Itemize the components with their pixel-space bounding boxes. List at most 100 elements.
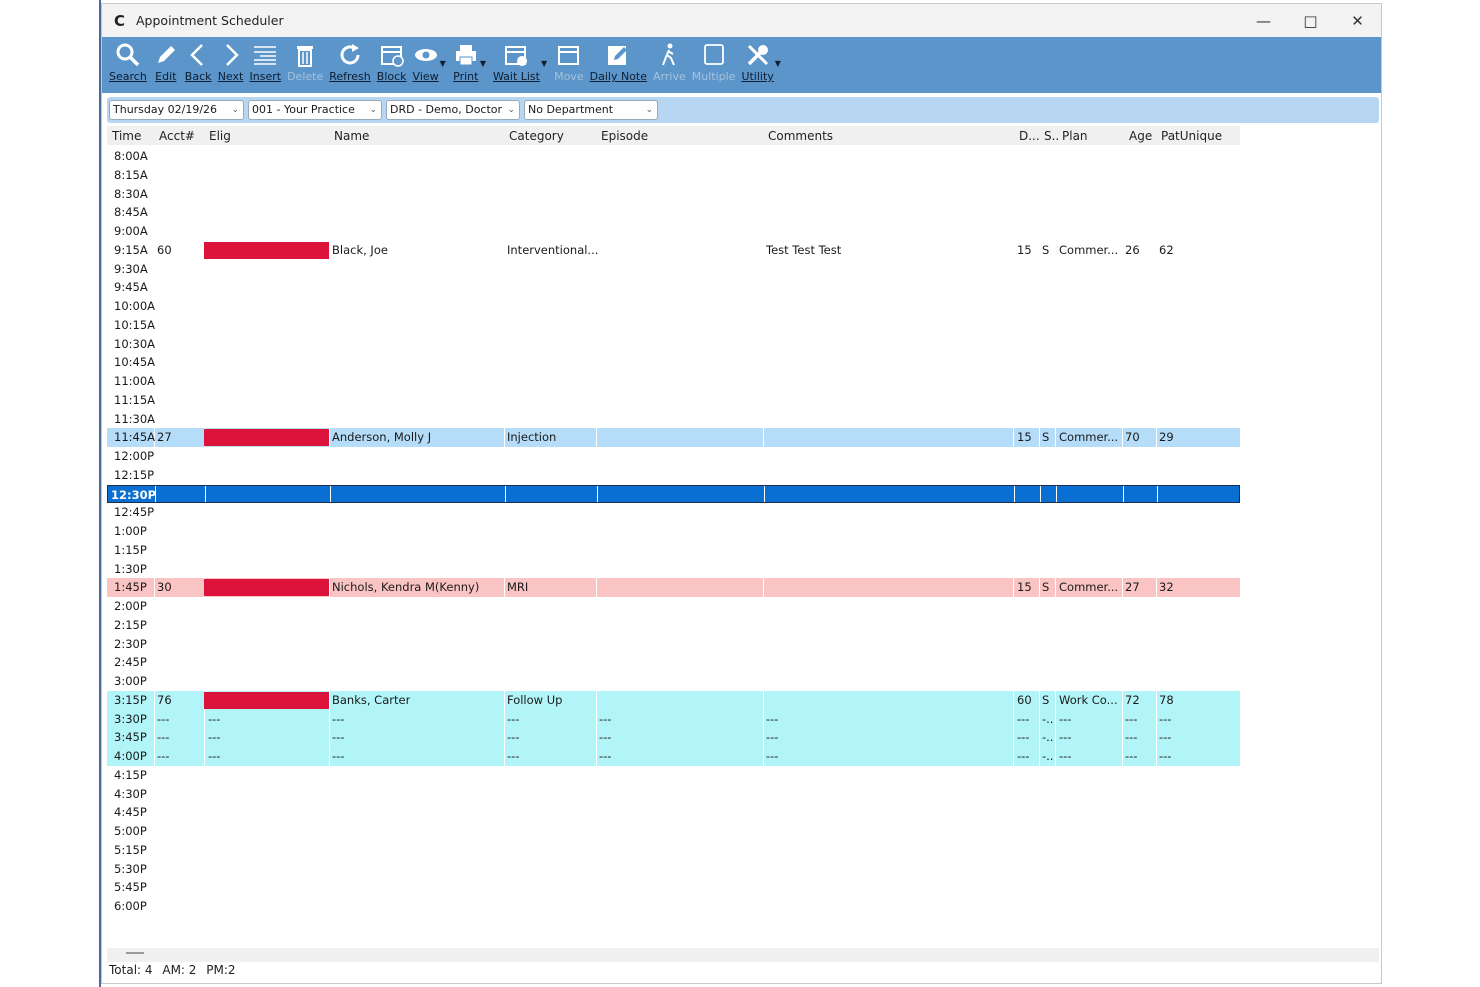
wait-list-dropdown-icon[interactable]: ▼ bbox=[540, 59, 548, 68]
time-slot-row[interactable]: 12:00P bbox=[107, 447, 1240, 466]
toolbar-block-button[interactable]: Block bbox=[374, 42, 410, 83]
time-slot-row[interactable]: 10:30A bbox=[107, 335, 1240, 354]
time-slot-row[interactable]: 1:30P bbox=[107, 560, 1240, 579]
department-select[interactable]: No Department ⌄ bbox=[524, 100, 658, 120]
time-slot-row[interactable]: 8:30A bbox=[107, 185, 1240, 204]
toolbar-utility-button[interactable]: Utility bbox=[738, 42, 776, 83]
time-slot-row[interactable]: 2:45P bbox=[107, 653, 1240, 672]
toolbar-daily-note-button[interactable]: Daily Note bbox=[587, 42, 650, 83]
toolbar-delete-button[interactable]: Delete bbox=[284, 42, 326, 83]
time-slot-row[interactable]: 9:15A 60 Black, Joe Interventional... Test T… bbox=[107, 241, 1240, 260]
time-slot-row[interactable]: 5:30P bbox=[107, 860, 1240, 879]
time-slot-row[interactable]: 4:15P bbox=[107, 766, 1240, 785]
cell-plan: Commer... bbox=[1059, 580, 1119, 595]
time-slot-row[interactable]: 11:45A 27 Anderson, Molly J Injection 15 S Com… bbox=[107, 428, 1240, 447]
time-slot-row[interactable]: 12:15P bbox=[107, 466, 1240, 485]
maximize-button[interactable]: □ bbox=[1303, 11, 1318, 30]
time-slot-row[interactable]: 4:45P bbox=[107, 803, 1240, 822]
column-divider bbox=[1123, 485, 1124, 503]
cell-acct: 76 bbox=[157, 692, 172, 707]
col-header-episode[interactable]: Episode bbox=[601, 129, 649, 143]
time-slot-row[interactable]: 4:00P --- --- --- --- --- --- --- -.. --- --- --- bbox=[107, 747, 1240, 766]
column-divider bbox=[1122, 709, 1123, 729]
cell-plan: --- bbox=[1059, 711, 1072, 726]
column-divider bbox=[1055, 728, 1056, 747]
col-header-acct[interactable]: Acct# bbox=[159, 129, 195, 143]
toolbar-next-button[interactable]: Next bbox=[215, 42, 247, 83]
toolbar-print-button[interactable]: Print bbox=[450, 42, 482, 83]
time-slot-row[interactable]: 6:00P bbox=[107, 897, 1240, 916]
toolbar-view-button[interactable]: View bbox=[410, 42, 442, 83]
time-slot-row[interactable]: 3:15P 76 Banks, Carter Follow Up 60 S Work Co.… bbox=[107, 690, 1240, 710]
time-slot-row[interactable]: 11:15A bbox=[107, 391, 1240, 410]
toolbar-wait-list-button[interactable]: Wait List bbox=[490, 42, 543, 83]
column-divider bbox=[763, 747, 764, 766]
column-divider bbox=[763, 709, 764, 729]
slot-time: 11:15A bbox=[114, 392, 156, 407]
time-slot-row[interactable]: 3:45P --- --- --- --- --- --- --- -.. --- --- --- bbox=[107, 728, 1240, 747]
time-slot-row[interactable]: 1:15P bbox=[107, 541, 1240, 560]
time-slot-row[interactable]: 5:15P bbox=[107, 841, 1240, 860]
time-slot-row[interactable]: 8:15A bbox=[107, 166, 1240, 185]
col-header-time[interactable]: Time bbox=[112, 129, 142, 143]
toolbar-search-button[interactable]: Search bbox=[106, 42, 150, 83]
column-divider bbox=[596, 747, 597, 766]
minimize-button[interactable]: — bbox=[1256, 11, 1271, 30]
time-slot-row[interactable]: 2:00P bbox=[107, 597, 1240, 616]
slot-time: 9:00A bbox=[114, 224, 148, 238]
slot-time: 4:30P bbox=[114, 786, 147, 801]
toolbar: Search Edit Back Next Insert Delete Refr… bbox=[102, 37, 1381, 93]
time-slot-row[interactable]: 10:00A bbox=[107, 297, 1240, 316]
column-divider bbox=[154, 709, 155, 729]
splitter-grip[interactable] bbox=[126, 952, 144, 954]
toolbar-move-button[interactable]: Move bbox=[551, 42, 587, 83]
time-slot-row[interactable]: 3:00P bbox=[107, 672, 1240, 691]
col-header-category[interactable]: Category bbox=[509, 129, 564, 143]
col-header-name[interactable]: Name bbox=[334, 129, 370, 143]
time-slot-row[interactable]: 5:45P bbox=[107, 878, 1240, 897]
col-header-patunique[interactable]: PatUnique bbox=[1161, 129, 1223, 143]
col-header-status[interactable]: S.. bbox=[1044, 129, 1060, 143]
time-slot-row[interactable]: 8:00A bbox=[107, 147, 1240, 166]
toolbar-refresh-button[interactable]: Refresh bbox=[326, 42, 374, 83]
time-slot-row[interactable]: 5:00P bbox=[107, 822, 1240, 841]
close-button[interactable]: ✕ bbox=[1351, 11, 1364, 30]
col-header-plan[interactable]: Plan bbox=[1062, 129, 1088, 143]
col-header-duration[interactable]: D... bbox=[1019, 129, 1040, 143]
toolbar-multiple-button[interactable]: Multiple bbox=[689, 42, 739, 83]
date-select[interactable]: Thursday 02/19/26 ⌄ bbox=[109, 100, 244, 120]
practice-select[interactable]: 001 - Your Practice ⌄ bbox=[248, 100, 382, 120]
toolbar-arrive-button[interactable]: Arrive bbox=[650, 42, 689, 83]
time-slot-row[interactable]: 11:30A bbox=[107, 410, 1240, 429]
time-slot-row[interactable]: 11:00A bbox=[107, 372, 1240, 391]
time-slot-row[interactable]: 2:30P bbox=[107, 635, 1240, 654]
chevron-down-icon: ⌄ bbox=[369, 105, 377, 115]
time-slot-row[interactable]: 10:45A bbox=[107, 353, 1240, 372]
print-dropdown-icon[interactable]: ▼ bbox=[479, 59, 486, 68]
time-slot-row[interactable]: 1:45P 30 Nichols, Kendra M(Kenny) MRI 15 S Com… bbox=[107, 578, 1240, 597]
time-slot-row[interactable]: 1:00P bbox=[107, 522, 1240, 541]
time-slot-row[interactable]: 9:00A bbox=[107, 222, 1240, 241]
toolbar-edit-button[interactable]: Edit bbox=[150, 42, 182, 83]
provider-select[interactable]: DRD - Demo, Doctor ⌄ bbox=[386, 100, 520, 120]
col-header-comments[interactable]: Comments bbox=[768, 129, 834, 143]
time-slot-row[interactable]: 4:30P bbox=[107, 785, 1240, 804]
time-slot-row[interactable]: 3:30P --- --- --- --- --- --- --- -.. --- --- --- bbox=[107, 709, 1240, 729]
toolbar-back-button[interactable]: Back bbox=[182, 42, 215, 83]
column-divider bbox=[1013, 747, 1014, 766]
slot-time: 4:00P bbox=[114, 749, 147, 763]
cell-acct: --- bbox=[157, 711, 170, 726]
utility-dropdown-icon[interactable]: ▼ bbox=[774, 59, 781, 68]
selected-time-slot-row[interactable]: 12:30P bbox=[107, 484, 1240, 504]
search-icon bbox=[116, 43, 140, 67]
time-slot-row[interactable]: 2:15P bbox=[107, 616, 1240, 635]
time-slot-row[interactable]: 10:15A bbox=[107, 316, 1240, 335]
col-header-elig[interactable]: Elig bbox=[209, 129, 231, 143]
view-dropdown-icon[interactable]: ▼ bbox=[439, 59, 446, 68]
time-slot-row[interactable]: 9:30A bbox=[107, 260, 1240, 279]
time-slot-row[interactable]: 9:45A bbox=[107, 278, 1240, 297]
col-header-age[interactable]: Age bbox=[1129, 129, 1153, 143]
time-slot-row[interactable]: 12:45P bbox=[107, 503, 1240, 522]
toolbar-insert-button[interactable]: Insert bbox=[247, 42, 285, 83]
time-slot-row[interactable]: 8:45A bbox=[107, 203, 1240, 222]
